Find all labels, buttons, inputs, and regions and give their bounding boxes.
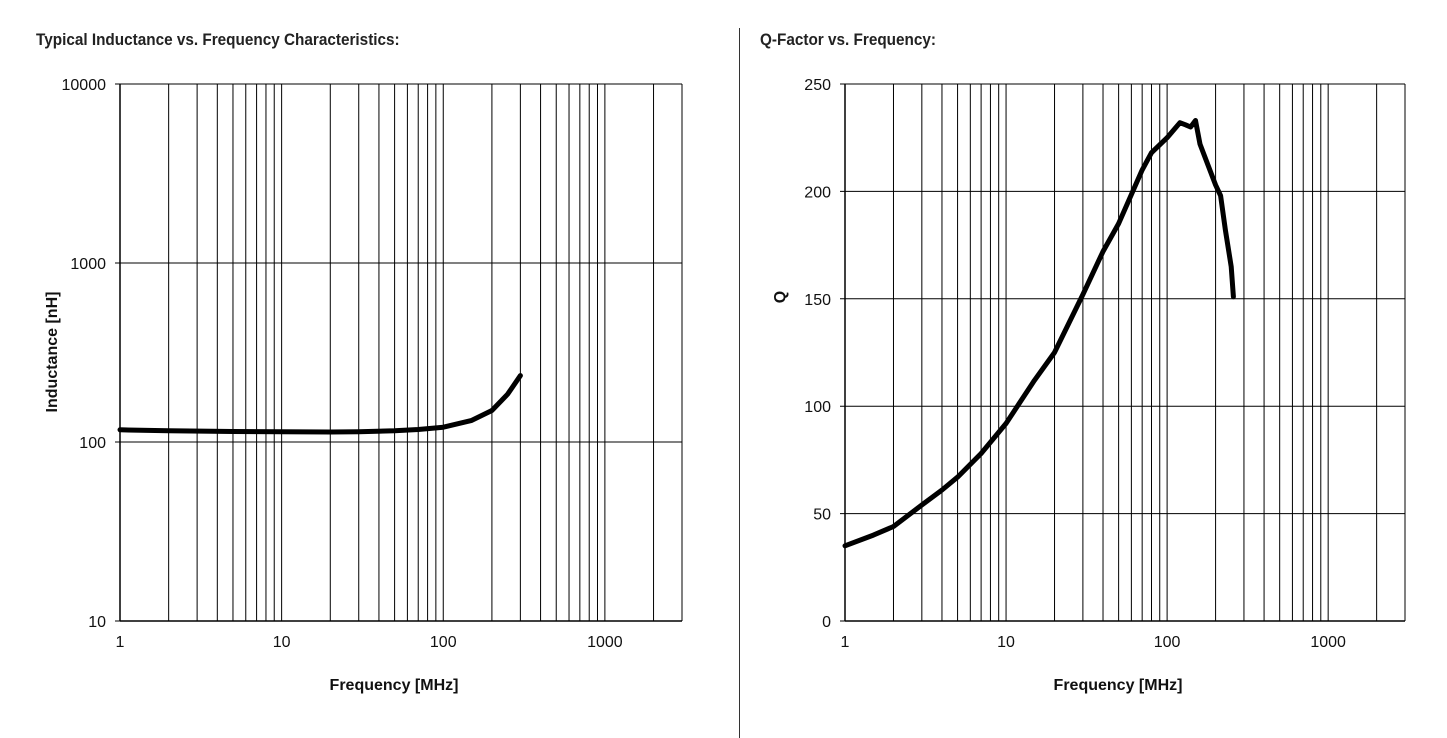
y-tick-label: 1000 xyxy=(70,256,106,273)
y-tick-label: 250 xyxy=(804,77,831,94)
x-tick-label: 1000 xyxy=(587,634,623,651)
x-tick-label: 1000 xyxy=(1310,634,1346,651)
y-tick-label: 10000 xyxy=(62,77,107,94)
series-line-q xyxy=(842,118,1236,549)
y-tick-label: 100 xyxy=(804,399,831,416)
x-tick-label: 100 xyxy=(430,634,457,651)
y-tick-label: 0 xyxy=(822,614,831,631)
x-tick-label: 10 xyxy=(273,634,291,651)
y-tick-label: 150 xyxy=(804,292,831,309)
y-tick-label: 100 xyxy=(79,435,106,452)
x-axis-label: Frequency [MHz] xyxy=(1054,677,1183,694)
y-tick-label: 200 xyxy=(804,184,831,201)
y-axis-label: Q xyxy=(772,291,789,303)
q-chart-title: Q-Factor vs. Frequency: xyxy=(760,30,937,49)
y-tick-label: 10 xyxy=(88,614,106,631)
x-axis-label: Frequency [MHz] xyxy=(330,677,459,694)
x-tick-label: 1 xyxy=(841,634,850,651)
y-axis-label: Inductance [nH] xyxy=(44,292,61,413)
x-tick-label: 100 xyxy=(1154,634,1181,651)
x-tick-label: 1 xyxy=(116,634,125,651)
y-tick-label: 50 xyxy=(813,507,831,524)
series-line-inductance xyxy=(117,373,523,435)
inductance-chart-title: Typical Inductance vs. Frequency Charact… xyxy=(36,30,400,49)
divider xyxy=(739,28,740,738)
x-tick-label: 10 xyxy=(997,634,1015,651)
